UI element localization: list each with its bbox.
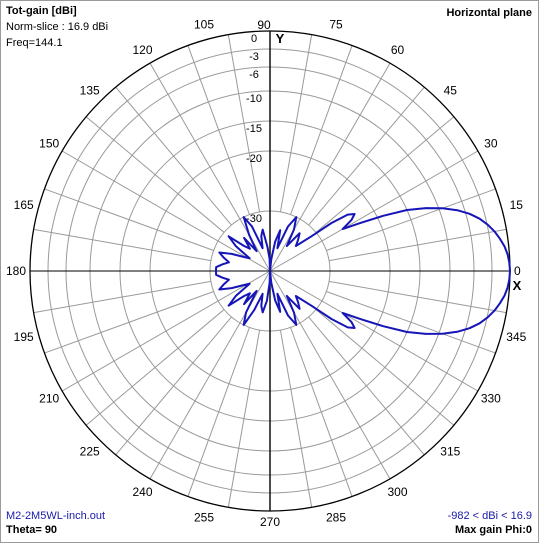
radial-tick-label: -6 (249, 69, 259, 81)
grid-spoke (269, 270, 479, 392)
grid-spoke (44, 291, 214, 354)
angle-label-105: 105 (194, 18, 214, 32)
angle-label-330: 330 (481, 392, 501, 406)
angle-label-90: 90 (257, 18, 271, 32)
angle-label-0: 0 (514, 264, 521, 278)
grid-spoke (61, 150, 271, 272)
grid-spoke (315, 309, 455, 426)
grid-spoke (33, 280, 211, 314)
grid-spoke (187, 45, 250, 215)
angle-label-165: 165 (14, 198, 34, 212)
angle-label-15: 15 (510, 198, 524, 212)
radial-tick-label: -10 (246, 93, 262, 105)
angle-label-240: 240 (132, 485, 152, 499)
grid-spoke (326, 188, 496, 251)
y-axis-letter: Y (276, 31, 285, 46)
grid-spoke (308, 86, 425, 226)
grid-spoke (33, 228, 211, 262)
angle-label-60: 60 (391, 43, 405, 57)
grid-spoke (227, 330, 261, 508)
grid-spoke (290, 327, 353, 497)
grid-spoke (326, 291, 496, 354)
grid-spoke (315, 116, 455, 233)
grid-spoke (115, 86, 232, 226)
angle-label-210: 210 (39, 392, 59, 406)
angle-label-300: 300 (387, 485, 407, 499)
grid-spoke (308, 316, 425, 456)
angle-label-180: 180 (6, 264, 26, 278)
radiation-pattern-trace (215, 207, 511, 335)
angle-label-345: 345 (506, 330, 526, 344)
radial-tick-label: -30 (246, 213, 262, 225)
grid-spoke (44, 188, 214, 251)
gain-range-label: -982 < dBi < 16.9 (447, 510, 532, 522)
chart-title: Tot-gain [dBi] (6, 5, 77, 17)
grid-spoke (279, 34, 313, 212)
angle-label-45: 45 (444, 84, 458, 98)
radial-tick-label: 0 (251, 33, 257, 45)
angle-label-270: 270 (260, 515, 280, 529)
angle-label-285: 285 (326, 510, 346, 524)
angle-label-255: 255 (194, 510, 214, 524)
grid-spoke (187, 327, 250, 497)
grid-spoke (329, 280, 507, 314)
grid-spoke (85, 116, 225, 233)
grid-spoke (115, 316, 232, 456)
angle-label-150: 150 (39, 137, 59, 151)
grid-spoke (227, 34, 261, 212)
grid-spoke (279, 330, 313, 508)
norm-slice-label: Norm-slice : 16.9 dBi (6, 21, 109, 33)
angle-label-225: 225 (80, 444, 100, 458)
grid-spoke (329, 228, 507, 262)
plane-label: Horizontal plane (446, 7, 532, 19)
grid-spoke (61, 270, 271, 392)
max-gain-label: Max gain Phi:0 (454, 524, 532, 536)
radial-tick-label: -15 (246, 123, 262, 135)
grid-spoke (85, 309, 225, 426)
file-name-label: M2-2M5WL-inch.out (6, 510, 106, 522)
radial-tick-label: -20 (246, 153, 262, 165)
angle-label-30: 30 (484, 137, 498, 151)
radial-tick-label: -3 (249, 51, 259, 63)
angle-label-120: 120 (132, 43, 152, 57)
angle-label-135: 135 (80, 84, 100, 98)
grid-spoke (269, 150, 479, 272)
grid-spoke (290, 45, 353, 215)
frequency-label: Freq=144.1 (6, 37, 63, 49)
angle-label-315: 315 (440, 444, 460, 458)
angle-label-195: 195 (14, 330, 34, 344)
x-axis-letter: X (513, 278, 522, 293)
angle-label-75: 75 (329, 18, 343, 32)
theta-label: Theta= 90 (6, 524, 58, 536)
